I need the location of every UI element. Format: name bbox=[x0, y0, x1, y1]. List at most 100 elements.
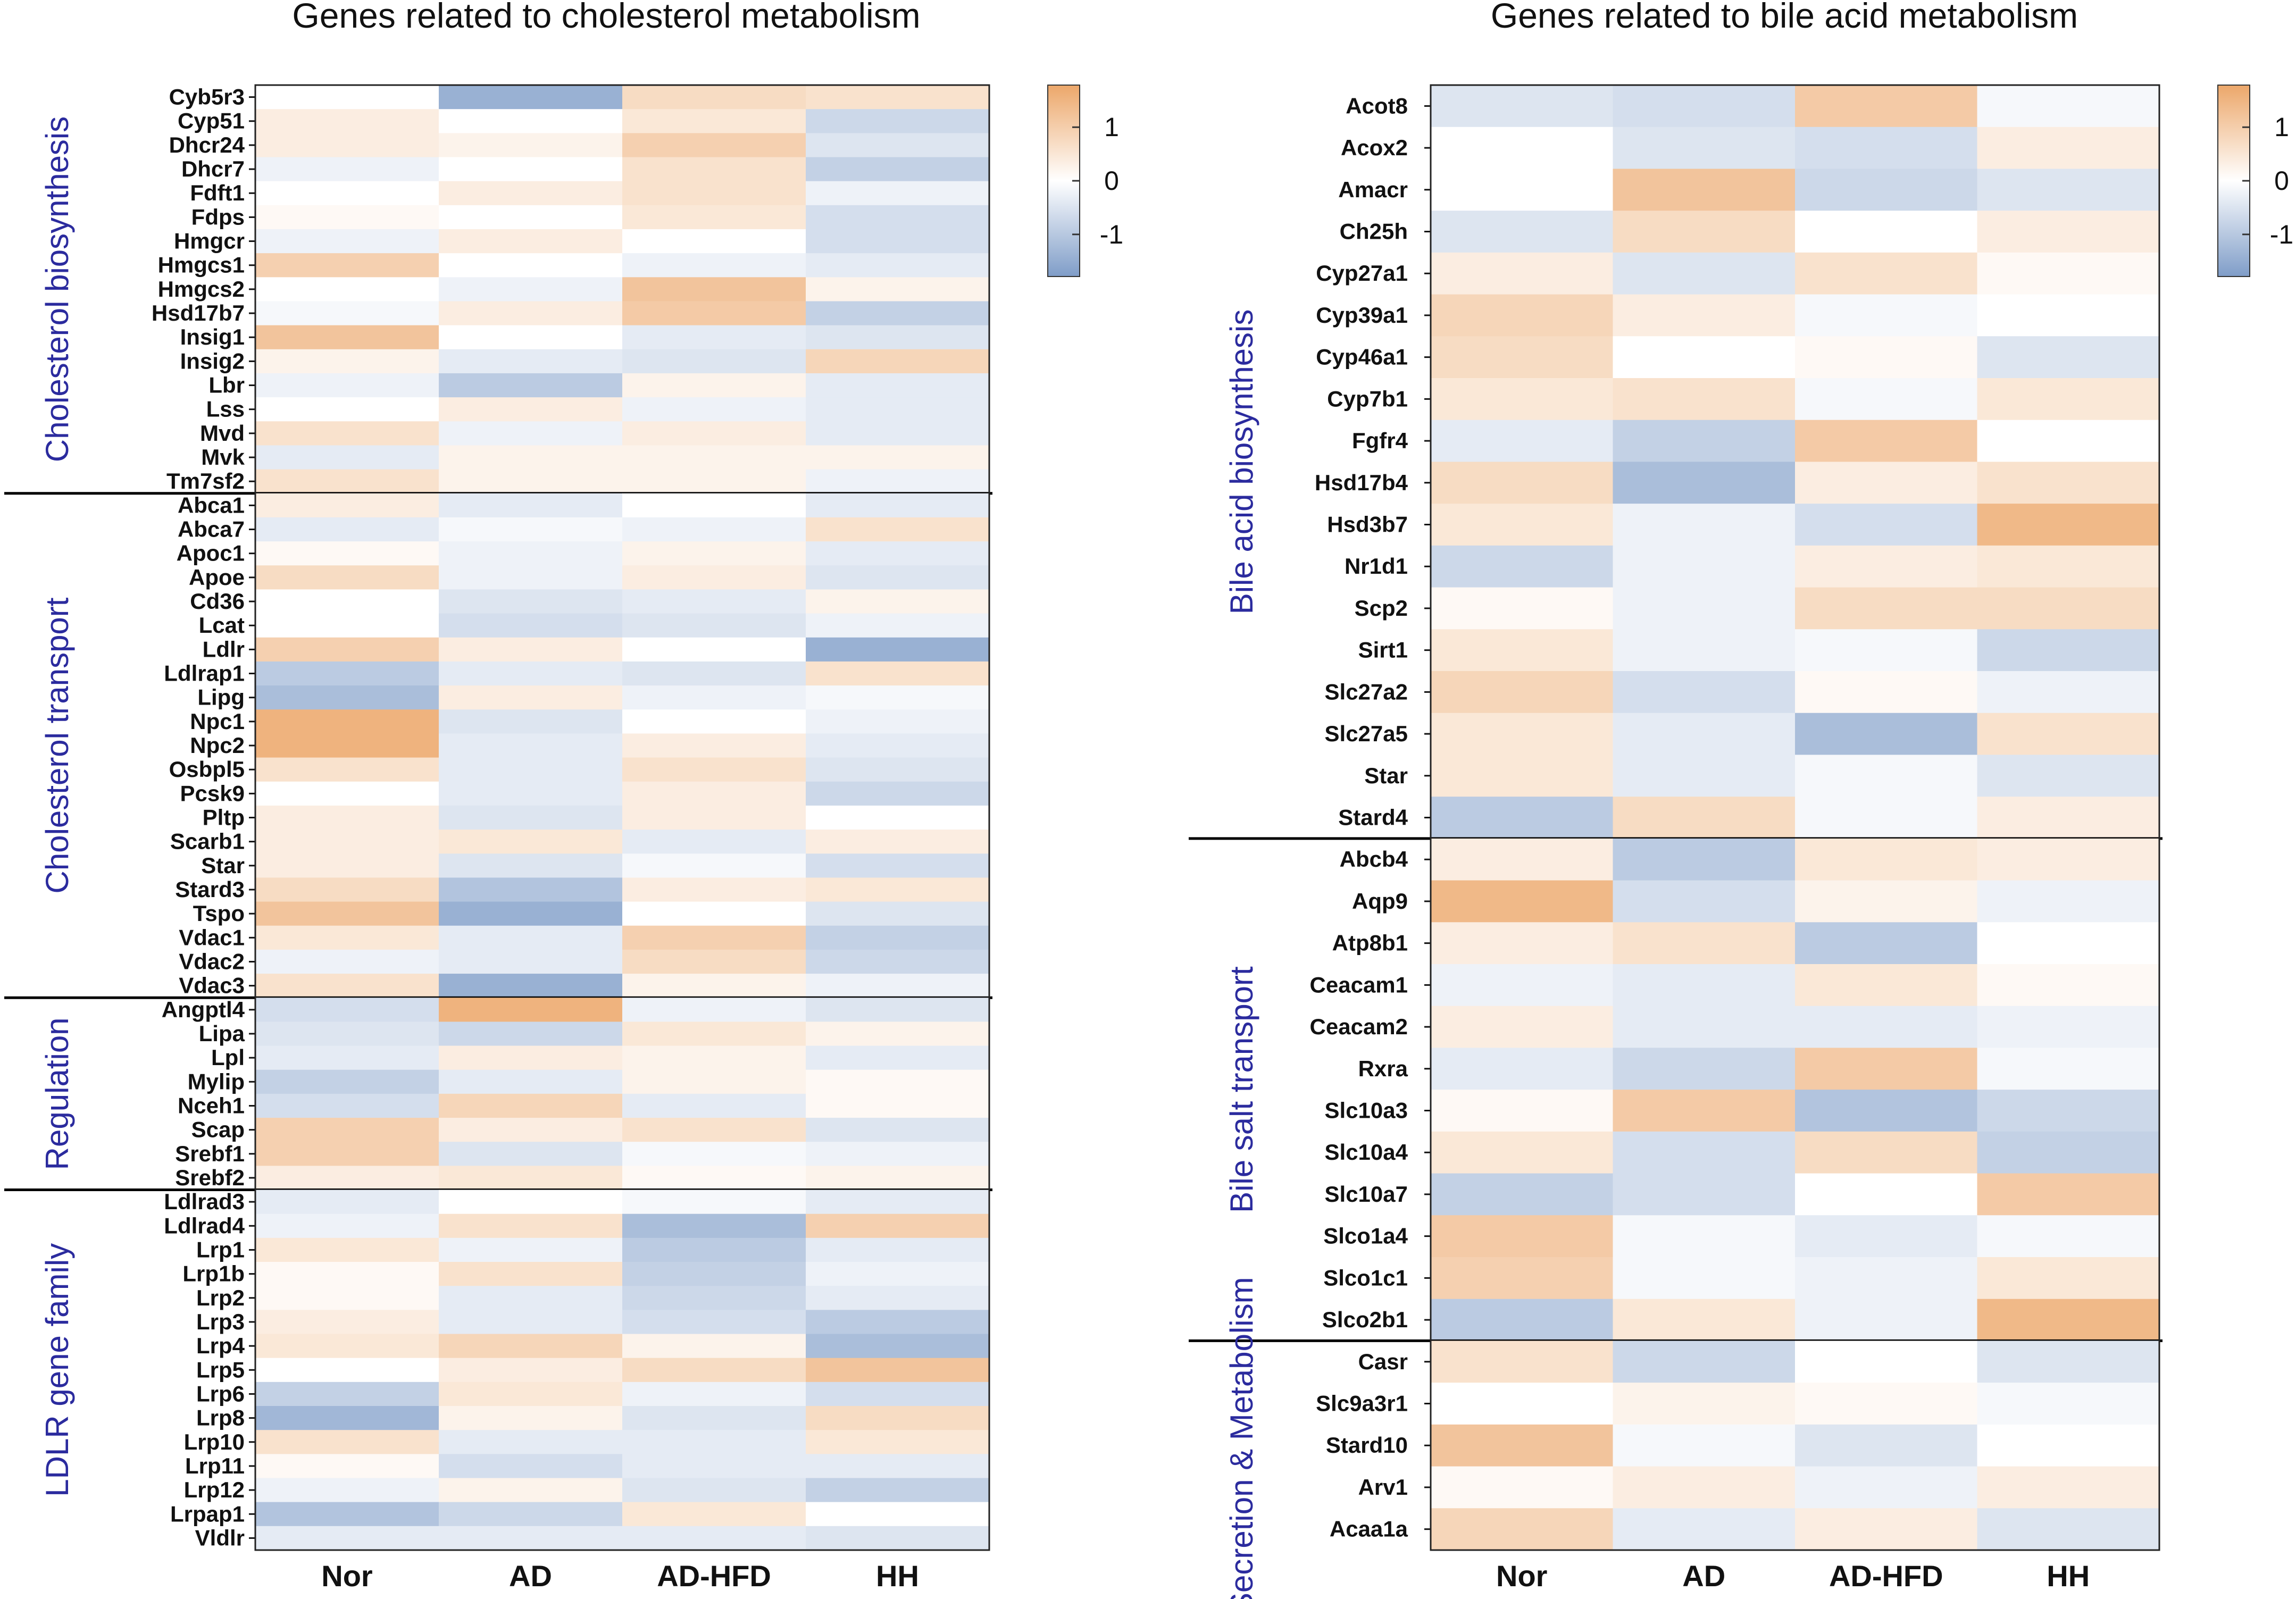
heatmap-cell bbox=[1977, 1466, 2160, 1509]
heatmap-cell bbox=[622, 373, 806, 398]
gene-label: Slc10a3 bbox=[1325, 1098, 1408, 1123]
heatmap-cell bbox=[806, 901, 990, 926]
heatmap-cell bbox=[255, 277, 439, 302]
heatmap-cell bbox=[255, 1069, 439, 1094]
gene-label: Lrp10 bbox=[184, 1429, 245, 1454]
gene-label: Dhcr7 bbox=[181, 156, 245, 181]
heatmap-cell bbox=[806, 109, 990, 133]
heatmap-cell bbox=[1795, 127, 1978, 170]
gene-label: Mvk bbox=[201, 445, 245, 470]
heatmap-cell bbox=[439, 1213, 623, 1238]
heatmap-cell bbox=[806, 253, 990, 278]
heatmap-cell bbox=[1795, 462, 1978, 504]
gene-label: Aqp9 bbox=[1352, 889, 1408, 914]
gene-label: Tspo bbox=[193, 901, 245, 926]
heatmap-cell bbox=[622, 301, 806, 326]
column-label: AD bbox=[1682, 1559, 1725, 1593]
heatmap-cell bbox=[255, 325, 439, 350]
heatmap-cell bbox=[622, 469, 806, 494]
heatmap-cell bbox=[1795, 336, 1978, 379]
heatmap-cell bbox=[622, 1406, 806, 1430]
heatmap-cell bbox=[806, 709, 990, 734]
heatmap-cell bbox=[806, 1454, 990, 1479]
gene-label: Npc2 bbox=[190, 733, 245, 758]
heatmap-cell bbox=[806, 373, 990, 398]
heatmap-cell bbox=[255, 301, 439, 326]
gene-label: Lrp11 bbox=[185, 1453, 245, 1478]
gene-label: Osbpl5 bbox=[169, 757, 245, 782]
heatmap-cell bbox=[622, 1334, 806, 1359]
heatmap-cell bbox=[439, 1190, 623, 1215]
heatmap-cell bbox=[622, 1502, 806, 1527]
heatmap-cell bbox=[255, 181, 439, 206]
heatmap-cell bbox=[1613, 504, 1796, 546]
heatmap-cell bbox=[439, 853, 623, 878]
heatmap-cell bbox=[439, 373, 623, 398]
heatmap-cell bbox=[1613, 671, 1796, 714]
group-label: Bile acid biosynthesis bbox=[1224, 309, 1259, 615]
heatmap-cell bbox=[255, 1142, 439, 1166]
heatmap-cell bbox=[255, 1237, 439, 1262]
legend-tick-label: 1 bbox=[2274, 112, 2289, 142]
heatmap-cell bbox=[1977, 462, 2160, 504]
heatmap-cell bbox=[1795, 504, 1978, 546]
heatmap-cell bbox=[1977, 420, 2160, 463]
heatmap-cell bbox=[806, 925, 990, 950]
heatmap-cell bbox=[622, 1526, 806, 1551]
heatmap-cell bbox=[439, 229, 623, 254]
gene-label: Npc1 bbox=[190, 709, 245, 734]
heatmap-cell bbox=[439, 949, 623, 974]
heatmap-cell bbox=[255, 1213, 439, 1238]
heatmap-cell bbox=[622, 397, 806, 422]
gene-label: Fgfr4 bbox=[1352, 428, 1408, 453]
heatmap-cell bbox=[622, 877, 806, 902]
gene-label: Mylip bbox=[188, 1069, 245, 1094]
heatmap-cell bbox=[806, 733, 990, 758]
group-label: Bile salt transport bbox=[1224, 966, 1259, 1213]
heatmap-cell bbox=[1795, 1508, 1978, 1551]
gene-label: Hmgcs1 bbox=[158, 253, 245, 278]
heatmap-cell bbox=[806, 1190, 990, 1215]
heatmap-cell bbox=[439, 445, 623, 470]
heatmap-cell bbox=[255, 517, 439, 542]
heatmap-cell bbox=[1613, 629, 1796, 672]
heatmap-cell bbox=[622, 1069, 806, 1094]
heatmap-cell bbox=[439, 493, 623, 518]
gene-label: Pltp bbox=[203, 805, 245, 830]
heatmap-cell bbox=[1431, 1424, 1614, 1467]
column-label: AD-HFD bbox=[657, 1559, 771, 1593]
heatmap-cell bbox=[255, 565, 439, 590]
gene-label: Hsd3b7 bbox=[1327, 512, 1408, 537]
group-label: LDLR gene family bbox=[39, 1243, 75, 1497]
heatmap-cell bbox=[439, 1022, 623, 1047]
heatmap-cell bbox=[622, 1478, 806, 1503]
heatmap-cell bbox=[622, 1310, 806, 1335]
heatmap-cell bbox=[622, 709, 806, 734]
heatmap-cell bbox=[255, 589, 439, 614]
heatmap-cell bbox=[622, 1142, 806, 1166]
heatmap-cell bbox=[806, 421, 990, 446]
heatmap-cell bbox=[1431, 1508, 1614, 1551]
heatmap-cell bbox=[439, 709, 623, 734]
heatmap-cell bbox=[806, 949, 990, 974]
heatmap-cell bbox=[1613, 1383, 1796, 1425]
heatmap-cell bbox=[622, 445, 806, 470]
heatmap-cell bbox=[1977, 755, 2160, 797]
heatmap-cell bbox=[1977, 85, 2160, 128]
heatmap-cell bbox=[1795, 1424, 1978, 1467]
heatmap-cell bbox=[806, 830, 990, 854]
gene-label: Slc10a7 bbox=[1325, 1182, 1408, 1207]
heatmap-cell bbox=[439, 1093, 623, 1118]
heatmap-cell bbox=[622, 974, 806, 998]
chart-title-0: Genes related to cholesterol metabolism bbox=[292, 0, 920, 35]
heatmap-cell bbox=[1613, 922, 1796, 965]
heatmap-cell bbox=[806, 1502, 990, 1527]
heatmap-cell bbox=[806, 181, 990, 206]
heatmap-cell bbox=[806, 853, 990, 878]
heatmap-cell bbox=[1431, 671, 1614, 714]
gene-label: Insig2 bbox=[180, 348, 245, 373]
heatmap-cell bbox=[439, 277, 623, 302]
heatmap-cell bbox=[1613, 755, 1796, 797]
gene-label: Ldlrad3 bbox=[164, 1189, 245, 1214]
